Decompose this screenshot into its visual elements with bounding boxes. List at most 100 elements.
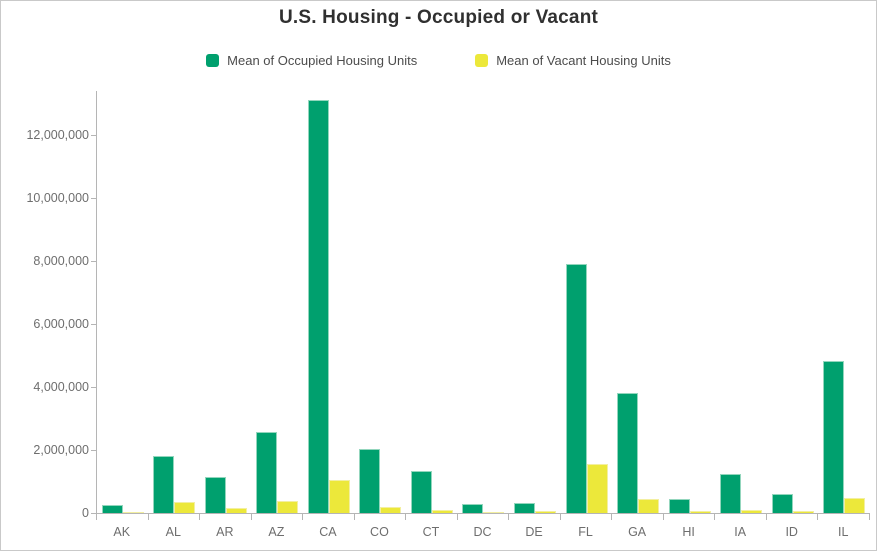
bar-occupied-IA[interactable] <box>720 474 742 513</box>
category-slot-IL <box>818 91 870 513</box>
bar-occupied-CT[interactable] <box>410 471 432 513</box>
category-slot-AL <box>149 91 201 513</box>
bar-occupied-AZ[interactable] <box>256 432 278 513</box>
vacant-series-swatch-icon <box>475 54 489 67</box>
y-axis-tick-label: 2,000,000 <box>33 443 89 457</box>
y-axis-tick-mark <box>91 387 96 389</box>
y-axis-tick-label: 6,000,000 <box>33 317 89 332</box>
x-axis-label-CT: CT <box>422 525 440 539</box>
bar-vacant-ID[interactable] <box>792 511 814 513</box>
legend-item-vacant[interactable]: Mean of Vacant Housing Units <box>475 53 671 68</box>
bar-vacant-IA[interactable] <box>741 510 763 513</box>
bar-occupied-CA[interactable] <box>307 100 329 513</box>
bar-occupied-FL[interactable] <box>565 264 587 513</box>
category-slot-CO <box>355 91 407 513</box>
x-axis-tick-mark <box>199 514 201 520</box>
x-axis-tick-mark <box>405 514 407 520</box>
x-axis-label-IA: IA <box>734 525 747 539</box>
bar-vacant-AR[interactable] <box>225 508 247 513</box>
bar-vacant-IL[interactable] <box>844 498 866 513</box>
y-axis-tick-mark <box>91 324 96 326</box>
x-axis-tick-mark <box>662 514 664 520</box>
bar-vacant-CT[interactable] <box>431 510 453 513</box>
bar-occupied-HI[interactable] <box>668 499 690 513</box>
x-axis-label-DC: DC <box>473 525 492 539</box>
x-axis-label-AK: AK <box>113 525 131 539</box>
x-axis-tick-mark <box>147 514 149 520</box>
y-axis-tick-mark <box>91 198 96 200</box>
category-slot-GA <box>612 91 664 513</box>
category-slot-AZ <box>252 91 304 513</box>
bar-vacant-AL[interactable] <box>174 502 196 513</box>
x-axis-label-AR: AR <box>216 525 234 539</box>
x-axis-label-DE: DE <box>525 525 543 539</box>
bar-vacant-FL[interactable] <box>586 464 608 513</box>
x-axis-tick-mark <box>869 514 870 520</box>
legend-label-vacant: Mean of Vacant Housing Units <box>496 53 671 68</box>
x-axis-tick-mark <box>302 514 304 520</box>
bar-occupied-ID[interactable] <box>771 494 793 513</box>
y-axis-tick-label: 8,000,000 <box>33 254 89 269</box>
occupied-series-swatch-icon <box>206 54 220 67</box>
x-axis-tick-mark <box>250 514 252 520</box>
category-slot-AR <box>200 91 252 513</box>
category-slot-ID <box>767 91 819 513</box>
bar-occupied-DE[interactable] <box>514 503 536 513</box>
x-axis-label-ID: ID <box>785 525 798 539</box>
x-axis-label-AL: AL <box>165 525 181 539</box>
bar-vacant-DE[interactable] <box>535 511 557 513</box>
x-axis-label-IL: IL <box>838 525 849 539</box>
bar-occupied-CO[interactable] <box>359 449 381 513</box>
y-axis-tick-mark <box>91 135 96 137</box>
category-slot-HI <box>664 91 716 513</box>
x-axis-tick-mark <box>765 514 767 520</box>
x-axis-tick-mark <box>456 514 458 520</box>
bar-vacant-CO[interactable] <box>380 507 402 513</box>
x-axis-tick-mark <box>353 514 355 520</box>
x-axis-label-FL: FL <box>578 525 593 539</box>
y-axis-tick-mark <box>91 261 96 263</box>
category-slot-DC <box>458 91 510 513</box>
chart-title: U.S. Housing - Occupied or Vacant <box>278 7 599 28</box>
category-slot-CA <box>303 91 355 513</box>
x-axis-tick-mark <box>96 514 97 520</box>
bar-occupied-AK[interactable] <box>101 505 123 513</box>
x-axis-tick-mark <box>611 514 613 520</box>
category-slot-CT <box>406 91 458 513</box>
bar-occupied-IL[interactable] <box>823 361 845 513</box>
plot-area <box>96 91 870 514</box>
bar-occupied-AL[interactable] <box>153 456 175 513</box>
x-axis-tick-mark <box>714 514 716 520</box>
bar-occupied-AR[interactable] <box>204 477 226 513</box>
bar-vacant-DC[interactable] <box>483 512 505 513</box>
y-axis-tick-label: 0 <box>82 506 89 520</box>
bar-vacant-GA[interactable] <box>638 499 660 513</box>
x-axis-tick-mark <box>559 514 561 520</box>
x-axis-tick-mark <box>817 514 819 520</box>
x-axis-label-HI: HI <box>682 525 695 539</box>
y-axis-tick-label: 10,000,000 <box>26 191 89 206</box>
x-axis-label-CA: CA <box>319 525 337 539</box>
chart-legend: Mean of Occupied Housing Units Mean of V… <box>1 53 876 68</box>
bar-vacant-CA[interactable] <box>328 480 350 513</box>
category-slot-FL <box>561 91 613 513</box>
y-axis-tick-mark <box>91 513 96 514</box>
y-axis-tick-label: 4,000,000 <box>33 380 89 395</box>
x-axis-label-AZ: AZ <box>268 525 285 539</box>
category-slot-IA <box>715 91 767 513</box>
category-slot-DE <box>509 91 561 513</box>
legend-label-occupied: Mean of Occupied Housing Units <box>227 53 418 68</box>
bar-vacant-AZ[interactable] <box>277 501 299 513</box>
category-slot-AK <box>97 91 149 513</box>
x-axis-tick-mark <box>508 514 510 520</box>
legend-item-occupied[interactable]: Mean of Occupied Housing Units <box>206 53 417 68</box>
y-axis-tick-mark <box>91 450 96 451</box>
y-axis-tick-label: 12,000,000 <box>26 128 89 143</box>
bar-vacant-HI[interactable] <box>689 511 711 513</box>
x-axis-label-GA: GA <box>628 525 647 539</box>
bar-occupied-DC[interactable] <box>462 504 484 513</box>
x-axis-label-CO: CO <box>370 525 389 539</box>
bar-occupied-GA[interactable] <box>617 393 639 513</box>
bar-vacant-AK[interactable] <box>122 512 144 513</box>
